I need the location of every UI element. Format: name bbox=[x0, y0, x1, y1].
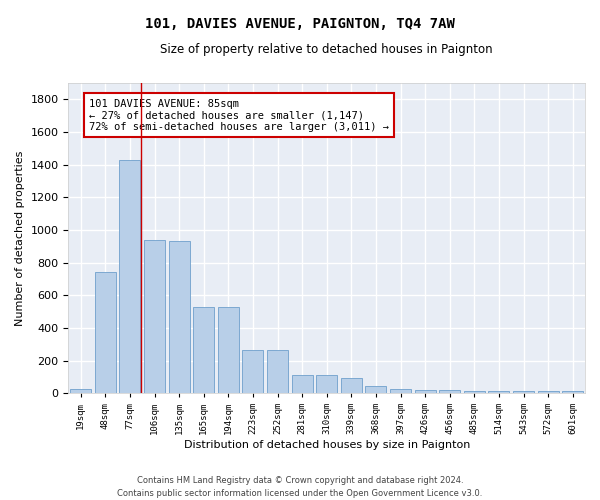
Bar bbox=[316, 375, 337, 393]
Bar bbox=[218, 306, 239, 393]
Bar bbox=[193, 306, 214, 393]
Bar bbox=[70, 389, 91, 393]
Bar bbox=[365, 386, 386, 393]
Bar bbox=[144, 240, 165, 393]
Bar bbox=[341, 378, 362, 393]
Bar bbox=[439, 390, 460, 393]
Bar bbox=[488, 391, 509, 393]
Text: 101 DAVIES AVENUE: 85sqm
← 27% of detached houses are smaller (1,147)
72% of sem: 101 DAVIES AVENUE: 85sqm ← 27% of detach… bbox=[89, 98, 389, 132]
X-axis label: Distribution of detached houses by size in Paignton: Distribution of detached houses by size … bbox=[184, 440, 470, 450]
Bar bbox=[415, 390, 436, 393]
Y-axis label: Number of detached properties: Number of detached properties bbox=[15, 150, 25, 326]
Bar bbox=[267, 350, 288, 393]
Bar bbox=[538, 391, 559, 393]
Bar bbox=[292, 375, 313, 393]
Bar bbox=[464, 390, 485, 393]
Bar bbox=[95, 272, 116, 393]
Bar bbox=[169, 240, 190, 393]
Bar bbox=[390, 389, 411, 393]
Bar bbox=[513, 391, 534, 393]
Bar bbox=[562, 391, 583, 393]
Text: Contains HM Land Registry data © Crown copyright and database right 2024.
Contai: Contains HM Land Registry data © Crown c… bbox=[118, 476, 482, 498]
Bar bbox=[119, 160, 140, 393]
Text: 101, DAVIES AVENUE, PAIGNTON, TQ4 7AW: 101, DAVIES AVENUE, PAIGNTON, TQ4 7AW bbox=[145, 18, 455, 32]
Title: Size of property relative to detached houses in Paignton: Size of property relative to detached ho… bbox=[160, 42, 493, 56]
Bar bbox=[242, 350, 263, 393]
